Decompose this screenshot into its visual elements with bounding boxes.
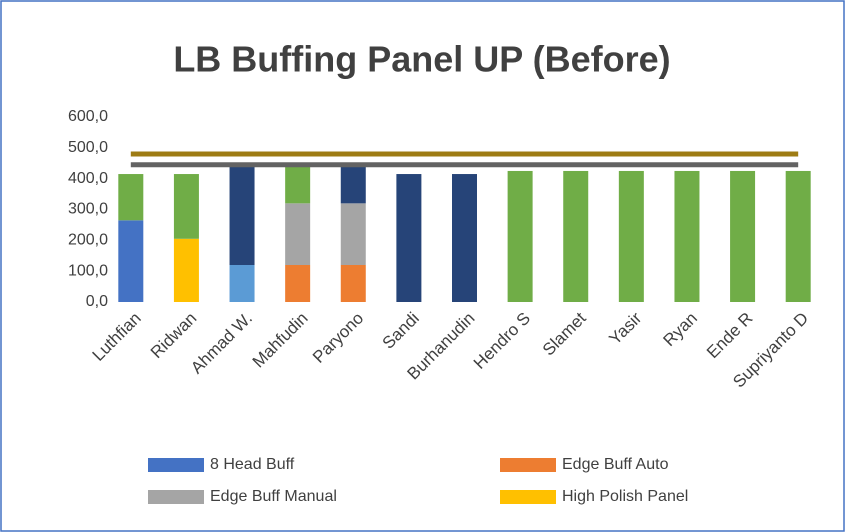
bar bbox=[118, 174, 144, 221]
bar bbox=[730, 170, 756, 302]
bar bbox=[452, 174, 477, 302]
legend-label: 8 Head Buff bbox=[210, 456, 295, 473]
bar bbox=[285, 203, 311, 265]
bar bbox=[229, 166, 255, 265]
bar bbox=[340, 203, 366, 265]
y-tick-label: 100,0 bbox=[68, 262, 108, 279]
y-tick-label: 400,0 bbox=[68, 170, 108, 187]
y-tick-label: 0,0 bbox=[86, 293, 108, 310]
legend-label: Edge Buff Manual bbox=[210, 488, 337, 505]
y-tick-label: 500,0 bbox=[68, 139, 108, 156]
bar bbox=[285, 166, 311, 204]
y-tick-label: 600,0 bbox=[68, 108, 108, 125]
bar bbox=[618, 170, 644, 302]
chart-title: LB Buffing Panel UP (Before) bbox=[173, 39, 670, 80]
y-tick-label: 200,0 bbox=[68, 232, 108, 249]
legend-swatch bbox=[500, 458, 556, 472]
legend-label: Edge Buff Auto bbox=[562, 456, 669, 473]
bar bbox=[173, 238, 199, 302]
bar bbox=[285, 265, 311, 302]
bar bbox=[229, 265, 255, 302]
legend-swatch bbox=[148, 458, 204, 472]
y-tick-label: 300,0 bbox=[68, 201, 108, 218]
bar bbox=[507, 170, 533, 302]
bar bbox=[173, 174, 199, 239]
bar bbox=[340, 166, 366, 204]
legend-swatch bbox=[148, 490, 204, 504]
bar bbox=[674, 170, 700, 302]
bar bbox=[396, 174, 422, 302]
bar bbox=[563, 170, 589, 302]
bar bbox=[118, 220, 144, 302]
bar bbox=[340, 265, 366, 302]
bar bbox=[785, 170, 811, 302]
legend-swatch bbox=[500, 490, 556, 504]
legend-label: High Polish Panel bbox=[562, 488, 688, 505]
